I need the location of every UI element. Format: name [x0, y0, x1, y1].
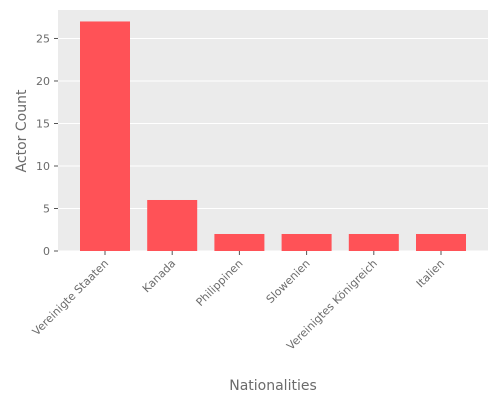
x-tick-label: Vereinigte Staaten: [30, 257, 111, 338]
bar: [214, 233, 265, 251]
y-axis-label: Actor Count: [14, 89, 30, 172]
bar: [80, 21, 130, 251]
y-tick-label: 15: [36, 117, 50, 130]
x-axis-label: Nationalities: [229, 378, 317, 394]
bar: [348, 233, 399, 251]
y-tick-label: 25: [36, 32, 50, 45]
y-tick-labels: 0 5 10 15 20 25: [36, 32, 58, 258]
y-tick-label: 10: [36, 160, 50, 173]
x-tick-label: Philippinen: [194, 257, 246, 309]
x-tick-label: Kanada: [140, 257, 178, 295]
y-tick-label: 0: [43, 245, 50, 258]
x-tick-labels: Vereinigte Staaten Kanada Philippinen Slowe…: [30, 251, 447, 353]
x-tick-label: Italien: [414, 257, 447, 290]
x-tick-label: Slowenien: [264, 257, 313, 306]
bar: [147, 199, 198, 251]
y-tick-label: 20: [36, 75, 50, 88]
bars: [80, 21, 466, 251]
bar: [281, 233, 332, 251]
bar: [416, 233, 466, 251]
y-tick-label: 5: [43, 202, 50, 215]
